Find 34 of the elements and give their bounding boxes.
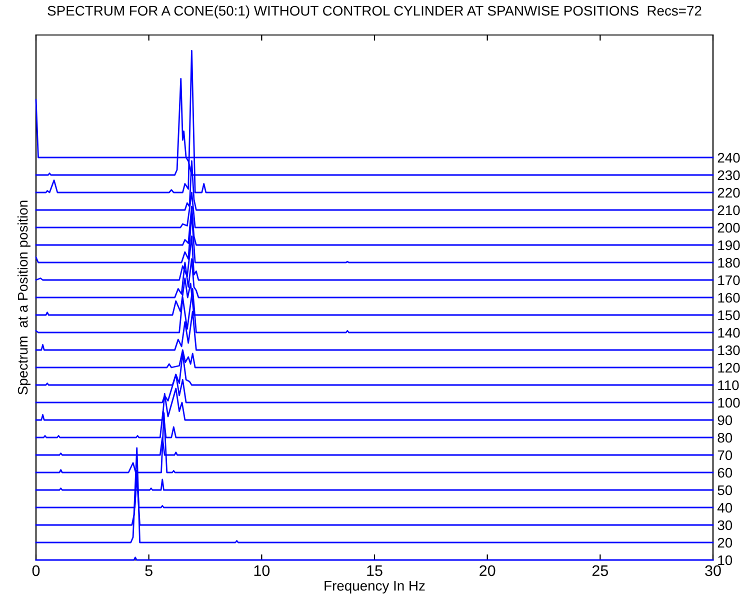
y2-tick-label: 150 (718, 310, 740, 320)
y2-tick-label: 180 (718, 258, 740, 268)
y-axis-title: Spectrum at a Position position (17, 200, 30, 395)
y2-tick-label: 140 (718, 328, 740, 338)
x-tick-label: 20 (480, 565, 496, 576)
x-tick-label: 0 (32, 565, 40, 576)
x-tick-label: 10 (254, 565, 270, 576)
y2-tick-label: 90 (718, 415, 732, 426)
x-axis-title: Frequency In Hz (324, 581, 425, 594)
y2-tick-label: 30 (718, 520, 732, 530)
y2-tick-label: 130 (718, 345, 740, 356)
chart-title: SPECTRUM FOR A CONE(50:1) WITHOUT CONTROL CYLINDER AT SPANWISE POSITIONS Recs=72 (48, 5, 702, 18)
y2-tick-label: 10 (718, 555, 732, 566)
x-tick-label: 15 (367, 565, 382, 576)
y2-tick-label: 60 (718, 468, 732, 478)
y2-tick-label: 210 (718, 205, 740, 216)
y2-tick-label: 50 (718, 485, 732, 496)
y2-tick-label: 220 (718, 188, 740, 198)
y2-tick-label: 70 (718, 450, 732, 460)
y2-tick-label: 110 (718, 380, 739, 390)
y2-tick-label: 170 (718, 275, 740, 286)
y2-tick-label: 40 (717, 502, 732, 513)
y2-tick-label: 240 (718, 152, 740, 163)
y2-tick-label: 190 (718, 240, 740, 250)
y2-tick-label: 160 (718, 292, 740, 303)
y2-tick-label: 80 (718, 432, 732, 443)
y2-tick-label: 120 (718, 362, 740, 373)
x-tick-label: 5 (145, 565, 152, 576)
y2-tick-label: 200 (718, 222, 740, 233)
y2-tick-label: 20 (718, 538, 732, 548)
y2-tick-label: 100 (718, 398, 740, 408)
x-tick-label: 30 (705, 565, 721, 576)
y2-tick-label: 230 (718, 170, 740, 180)
x-tick-label: 25 (592, 565, 608, 576)
